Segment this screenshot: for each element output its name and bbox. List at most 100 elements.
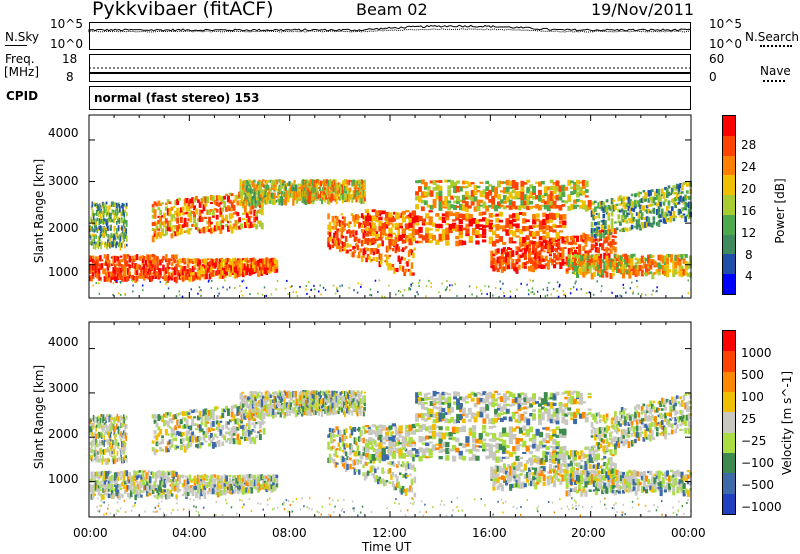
power-cell — [215, 270, 218, 276]
power-cell — [476, 295, 478, 298]
velocity-cell — [108, 470, 111, 474]
power-cell — [368, 239, 373, 243]
power-cell — [567, 241, 571, 245]
velocity-cell — [91, 493, 95, 500]
velocity-cell — [191, 431, 195, 436]
power-cell — [157, 228, 161, 231]
power-cell — [227, 264, 230, 270]
power-cell — [374, 247, 377, 252]
power-cell — [323, 194, 326, 198]
velocity-cell — [368, 440, 373, 446]
power-cell — [118, 276, 121, 280]
power-cell — [664, 219, 667, 224]
power-cell — [512, 223, 517, 227]
power-cell — [499, 190, 504, 193]
velocity-cell — [275, 485, 279, 489]
velocity-cell — [245, 487, 249, 493]
power-cell — [265, 269, 269, 276]
nave-label: Nave — [760, 64, 791, 78]
velocity-cell — [391, 423, 396, 427]
power-cell — [631, 281, 633, 284]
power-cell — [100, 210, 102, 214]
power-cell — [249, 191, 252, 198]
velocity-cell — [262, 421, 266, 424]
power-cell — [551, 262, 555, 266]
velocity-cell — [164, 420, 168, 425]
velocity-cell — [166, 412, 170, 416]
velocity-cell — [185, 443, 189, 450]
power-cell — [215, 195, 219, 201]
velocity-cell — [390, 474, 393, 480]
power-cell — [103, 254, 107, 259]
velocity-cell — [253, 474, 257, 480]
power-cell — [548, 253, 552, 257]
power-cell — [151, 275, 155, 280]
power-cell — [234, 226, 238, 231]
power-cell — [515, 259, 519, 263]
power-cell — [366, 248, 370, 252]
power-cell — [173, 259, 177, 264]
power-cell — [432, 187, 437, 191]
power-cell — [651, 260, 655, 265]
power-cell — [309, 180, 312, 185]
power-cell — [255, 191, 259, 196]
velocity-cell — [431, 435, 437, 440]
power-cell — [153, 259, 156, 265]
power-cell — [597, 212, 601, 219]
power-cell — [492, 214, 497, 217]
power-cell — [519, 244, 523, 248]
power-cell — [580, 254, 584, 262]
velocity-cell — [378, 459, 381, 464]
power-cell — [406, 239, 409, 242]
power-cell — [200, 273, 203, 278]
power-cell — [467, 205, 472, 209]
velocity-cell — [219, 429, 223, 436]
power-cell — [607, 253, 611, 259]
power-cell — [559, 262, 563, 269]
power-cell — [576, 288, 578, 291]
power-cell — [211, 195, 215, 202]
power-cell — [336, 192, 339, 198]
velocity-cell — [388, 453, 393, 456]
power-cell — [122, 240, 124, 244]
power-cell — [219, 196, 223, 202]
power-cell — [105, 255, 108, 262]
velocity-cell — [176, 412, 180, 417]
power-cell — [580, 234, 584, 242]
velocity-cell — [333, 439, 336, 442]
velocity-cell — [240, 489, 243, 494]
velocity-cell — [275, 476, 279, 483]
power-cell — [187, 228, 191, 235]
velocity-cell — [208, 488, 212, 492]
power-cell — [664, 211, 667, 218]
velocity-cell — [203, 481, 207, 485]
power-cell — [404, 236, 408, 243]
velocity-cell — [381, 447, 386, 455]
power-cell — [411, 210, 416, 216]
velocity-cell — [498, 443, 503, 451]
cpid-value: normal (fast stereo) 153 — [94, 91, 260, 105]
power-cell — [630, 268, 634, 272]
velocity-cell — [478, 433, 483, 440]
power-cell — [348, 179, 351, 186]
power-cell — [141, 272, 145, 279]
velocity-cell — [97, 488, 101, 496]
velocity-cell — [220, 490, 223, 496]
power-cell — [110, 276, 114, 280]
power-cell — [183, 261, 187, 265]
velocity-cell — [96, 479, 99, 484]
power-cell — [284, 199, 287, 206]
velocity-cell — [234, 419, 238, 425]
velocity-cell — [369, 466, 373, 473]
velocity-cell — [397, 481, 400, 489]
velocity-cell — [211, 478, 215, 484]
power-cell — [109, 235, 112, 242]
power-cell — [318, 186, 321, 191]
power-cell — [515, 235, 520, 238]
velocity-cell — [236, 438, 240, 445]
power-cell — [218, 269, 222, 275]
power-cell — [415, 204, 419, 210]
velocity-cell — [135, 475, 139, 480]
velocity-cell — [161, 435, 164, 439]
power-cell — [567, 179, 572, 186]
